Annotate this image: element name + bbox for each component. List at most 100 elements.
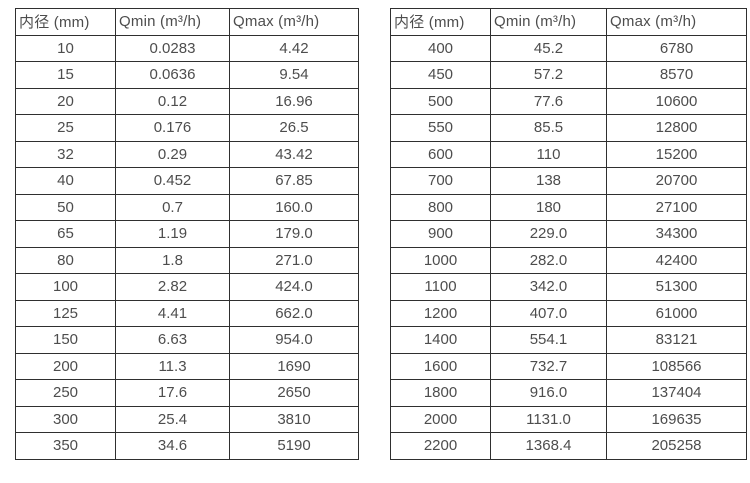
- column-header: Qmax (m³/h): [229, 8, 359, 36]
- cell: 17.6: [115, 379, 230, 407]
- table-row: 80 1.8 271.0: [15, 246, 359, 274]
- cell: 0.0636: [115, 61, 230, 89]
- cell: 26.5: [229, 114, 359, 142]
- cell: 67.85: [229, 167, 359, 195]
- cell: 42400: [606, 246, 747, 274]
- cell: 1368.4: [490, 432, 607, 460]
- cell: 25.4: [115, 405, 230, 433]
- table-row: 2200 1368.4 205258: [390, 432, 747, 460]
- flow-rate-tables: 内径 (mm) Qmin (m³/h) Qmax (m³/h) 10 0.0283 4.…: [15, 8, 747, 460]
- table-row: 250 17.6 2650: [15, 379, 359, 407]
- table-row: 1800 916.0 137404: [390, 379, 747, 407]
- cell: 916.0: [490, 379, 607, 407]
- cell: 1.8: [115, 246, 230, 274]
- cell: 205258: [606, 432, 747, 460]
- cell: 1131.0: [490, 405, 607, 433]
- table-row: 200 11.3 1690: [15, 352, 359, 380]
- header-row: 内径 (mm) Qmin (m³/h) Qmax (m³/h): [15, 8, 359, 36]
- cell: 424.0: [229, 273, 359, 301]
- cell: 11.3: [115, 352, 230, 380]
- cell: 43.42: [229, 140, 359, 168]
- cell: 83121: [606, 326, 747, 354]
- cell: 65: [15, 220, 116, 248]
- column-header: 内径 (mm): [15, 8, 116, 36]
- cell: 407.0: [490, 299, 607, 327]
- cell: 5190: [229, 432, 359, 460]
- table-row: 700 138 20700: [390, 167, 747, 195]
- table-row: 50 0.7 160.0: [15, 193, 359, 221]
- cell: 1.19: [115, 220, 230, 248]
- cell: 0.7: [115, 193, 230, 221]
- cell: 20700: [606, 167, 747, 195]
- table-row: 15 0.0636 9.54: [15, 61, 359, 89]
- table-row: 400 45.2 6780: [390, 34, 747, 62]
- cell: 4.42: [229, 34, 359, 62]
- table-row: 150 6.63 954.0: [15, 326, 359, 354]
- table-row: 300 25.4 3810: [15, 405, 359, 433]
- table-row: 1600 732.7 108566: [390, 352, 747, 380]
- cell: 2000: [390, 405, 491, 433]
- cell: 300: [15, 405, 116, 433]
- cell: 45.2: [490, 34, 607, 62]
- cell: 80: [15, 246, 116, 274]
- header-row: 内径 (mm) Qmin (m³/h) Qmax (m³/h): [390, 8, 747, 36]
- cell: 61000: [606, 299, 747, 327]
- cell: 282.0: [490, 246, 607, 274]
- cell: 600: [390, 140, 491, 168]
- cell: 554.1: [490, 326, 607, 354]
- cell: 1000: [390, 246, 491, 274]
- cell: 1800: [390, 379, 491, 407]
- cell: 954.0: [229, 326, 359, 354]
- flow-rate-table-large-diameters: 内径 (mm) Qmin (m³/h) Qmax (m³/h) 400 45.2 678…: [390, 8, 747, 460]
- cell: 32: [15, 140, 116, 168]
- table-row: 32 0.29 43.42: [15, 140, 359, 168]
- cell: 2.82: [115, 273, 230, 301]
- cell: 250: [15, 379, 116, 407]
- cell: 34.6: [115, 432, 230, 460]
- table-row: 500 77.6 10600: [390, 87, 747, 115]
- cell: 1200: [390, 299, 491, 327]
- table-row: 1000 282.0 42400: [390, 246, 747, 274]
- cell: 50: [15, 193, 116, 221]
- table-row: 10 0.0283 4.42: [15, 34, 359, 62]
- cell: 3810: [229, 405, 359, 433]
- cell: 662.0: [229, 299, 359, 327]
- cell: 1690: [229, 352, 359, 380]
- cell: 2200: [390, 432, 491, 460]
- cell: 10600: [606, 87, 747, 115]
- cell: 25: [15, 114, 116, 142]
- cell: 20: [15, 87, 116, 115]
- column-header: Qmax (m³/h): [606, 8, 747, 36]
- table-row: 800 180 27100: [390, 193, 747, 221]
- cell: 0.12: [115, 87, 230, 115]
- cell: 180: [490, 193, 607, 221]
- table-row: 350 34.6 5190: [15, 432, 359, 460]
- cell: 85.5: [490, 114, 607, 142]
- cell: 150: [15, 326, 116, 354]
- cell: 700: [390, 167, 491, 195]
- cell: 500: [390, 87, 491, 115]
- table-row: 125 4.41 662.0: [15, 299, 359, 327]
- cell: 169635: [606, 405, 747, 433]
- cell: 400: [390, 34, 491, 62]
- table-row: 2000 1131.0 169635: [390, 405, 747, 433]
- cell: 271.0: [229, 246, 359, 274]
- cell: 108566: [606, 352, 747, 380]
- cell: 6780: [606, 34, 747, 62]
- cell: 1100: [390, 273, 491, 301]
- column-header: Qmin (m³/h): [115, 8, 230, 36]
- cell: 15: [15, 61, 116, 89]
- cell: 229.0: [490, 220, 607, 248]
- cell: 4.41: [115, 299, 230, 327]
- column-header: 内径 (mm): [390, 8, 491, 36]
- cell: 77.6: [490, 87, 607, 115]
- cell: 100: [15, 273, 116, 301]
- cell: 0.452: [115, 167, 230, 195]
- cell: 16.96: [229, 87, 359, 115]
- table-row: 900 229.0 34300: [390, 220, 747, 248]
- table-row: 450 57.2 8570: [390, 61, 747, 89]
- cell: 12800: [606, 114, 747, 142]
- cell: 6.63: [115, 326, 230, 354]
- cell: 8570: [606, 61, 747, 89]
